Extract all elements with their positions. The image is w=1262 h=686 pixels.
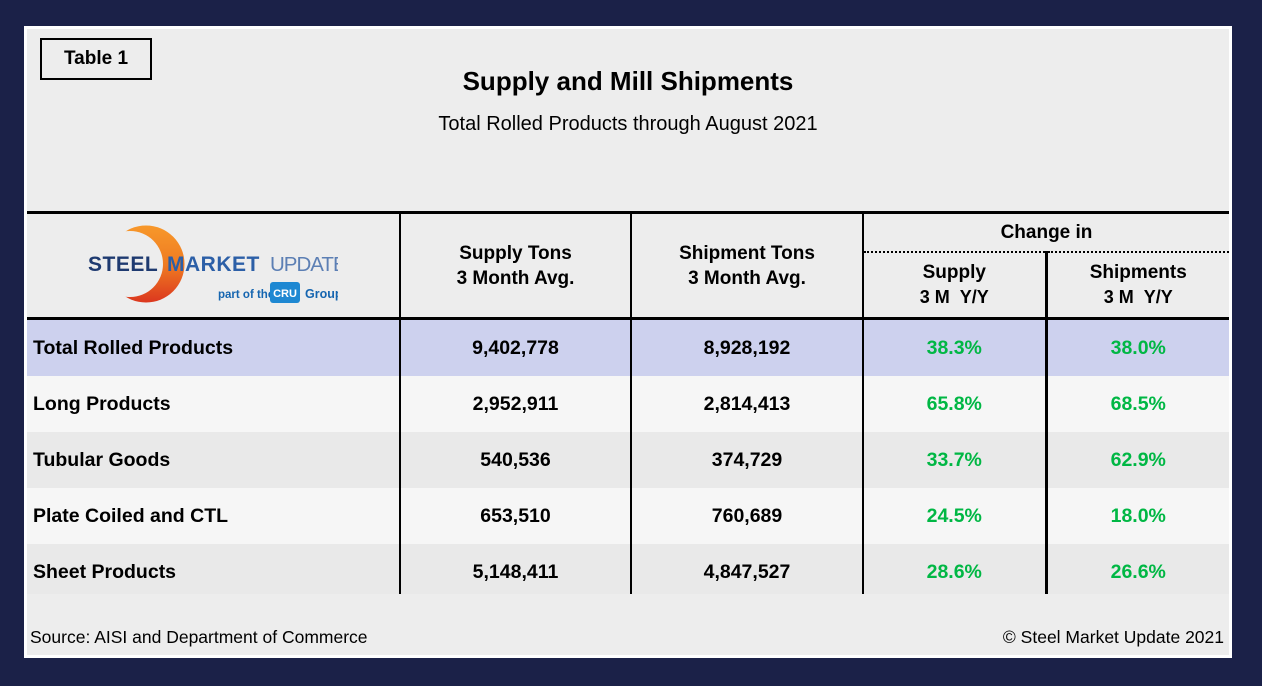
row-label: Tubular Goods [33,448,171,471]
shipment-value: 4,847,527 [630,544,863,602]
supply-change-value: 28.6% [862,544,1046,602]
steel-market-update-logo-svg: STEEL MARKET UPDATE part of the CRU Grou… [88,222,338,307]
table-number-label: Table 1 [63,48,129,69]
supply-change-value: 38.3% [862,318,1046,376]
shipment-change-value: 62.9% [1044,432,1229,488]
logo-cru: CRU [273,288,297,300]
supply-value: 540,536 [399,432,631,488]
table-row-total-rolled-products: Total Rolled Products 9,402,778 8,928,19… [27,318,1229,376]
row-label: Plate Coiled and CTL [33,504,229,527]
crescent-icon [102,222,188,307]
page-subtitle: Total Rolled Products through August 202… [438,113,818,135]
supply-change-value: 65.8% [862,376,1046,432]
logo-part-of-the: part of the [218,289,274,301]
column-header-change-in: Change in [862,212,1229,253]
table-row-long-products: Long Products 2,952,911 2,814,413 65.8% … [27,376,1229,432]
row-label: Long Products [33,392,171,415]
table-row-sheet-products: Sheet Products 5,148,411 4,847,527 28.6%… [27,544,1229,602]
content-panel: Table 1 Supply and Mill Shipments Total … [24,26,1232,658]
supply-value: 9,402,778 [399,318,631,376]
logo-word-market: MARKET [167,253,260,276]
copyright-note: © Steel Market Update 2021 [1002,627,1224,647]
shipment-value: 374,729 [630,432,863,488]
logo-word-steel: STEEL [88,253,158,276]
column-header-shipment-tons: Shipment Tons 3 Month Avg. [630,212,863,319]
supply-value: 5,148,411 [399,544,631,602]
source-note: Source: AISI and Department of Commerce [30,627,368,647]
supply-value: 653,510 [399,488,631,544]
row-label: Total Rolled Products [33,336,234,359]
shipment-change-value: 38.0% [1044,318,1229,376]
shipment-change-value: 18.0% [1044,488,1229,544]
shipment-value: 8,928,192 [630,318,863,376]
row-label: Sheet Products [33,560,177,583]
table-number-tag: Table 1 [40,38,152,80]
column-header-supply-tons: Supply Tons 3 Month Avg. [399,212,631,319]
cru-badge [270,281,300,303]
column-header-change-supply: Supply 3 M Y/Y [862,252,1046,319]
logo-word-update: UPDATE [270,253,338,276]
supply-change-value: 24.5% [862,488,1046,544]
column-header-change-shipments: Shipments 3 M Y/Y [1044,252,1229,319]
table-row-tubular-goods: Tubular Goods 540,536 374,729 33.7% 62.9… [27,432,1229,488]
footer: Source: AISI and Department of Commerce … [27,594,1229,655]
supply-shipments-table: STEEL MARKET UPDATE part of the CRU Grou… [27,211,1229,603]
shipment-change-value: 26.6% [1044,544,1229,602]
supply-value: 2,952,911 [399,376,631,432]
table-row-plate-coiled-ctl: Plate Coiled and CTL 653,510 760,689 24.… [27,488,1229,544]
supply-change-value: 33.7% [862,432,1046,488]
shipment-value: 760,689 [630,488,863,544]
shipment-value: 2,814,413 [630,376,863,432]
steel-market-update-logo: STEEL MARKET UPDATE part of the CRU Grou… [27,212,400,319]
logo-group: Group [305,287,338,301]
shipment-change-value: 68.5% [1044,376,1229,432]
page-title: Supply and Mill Shipments [462,66,794,96]
